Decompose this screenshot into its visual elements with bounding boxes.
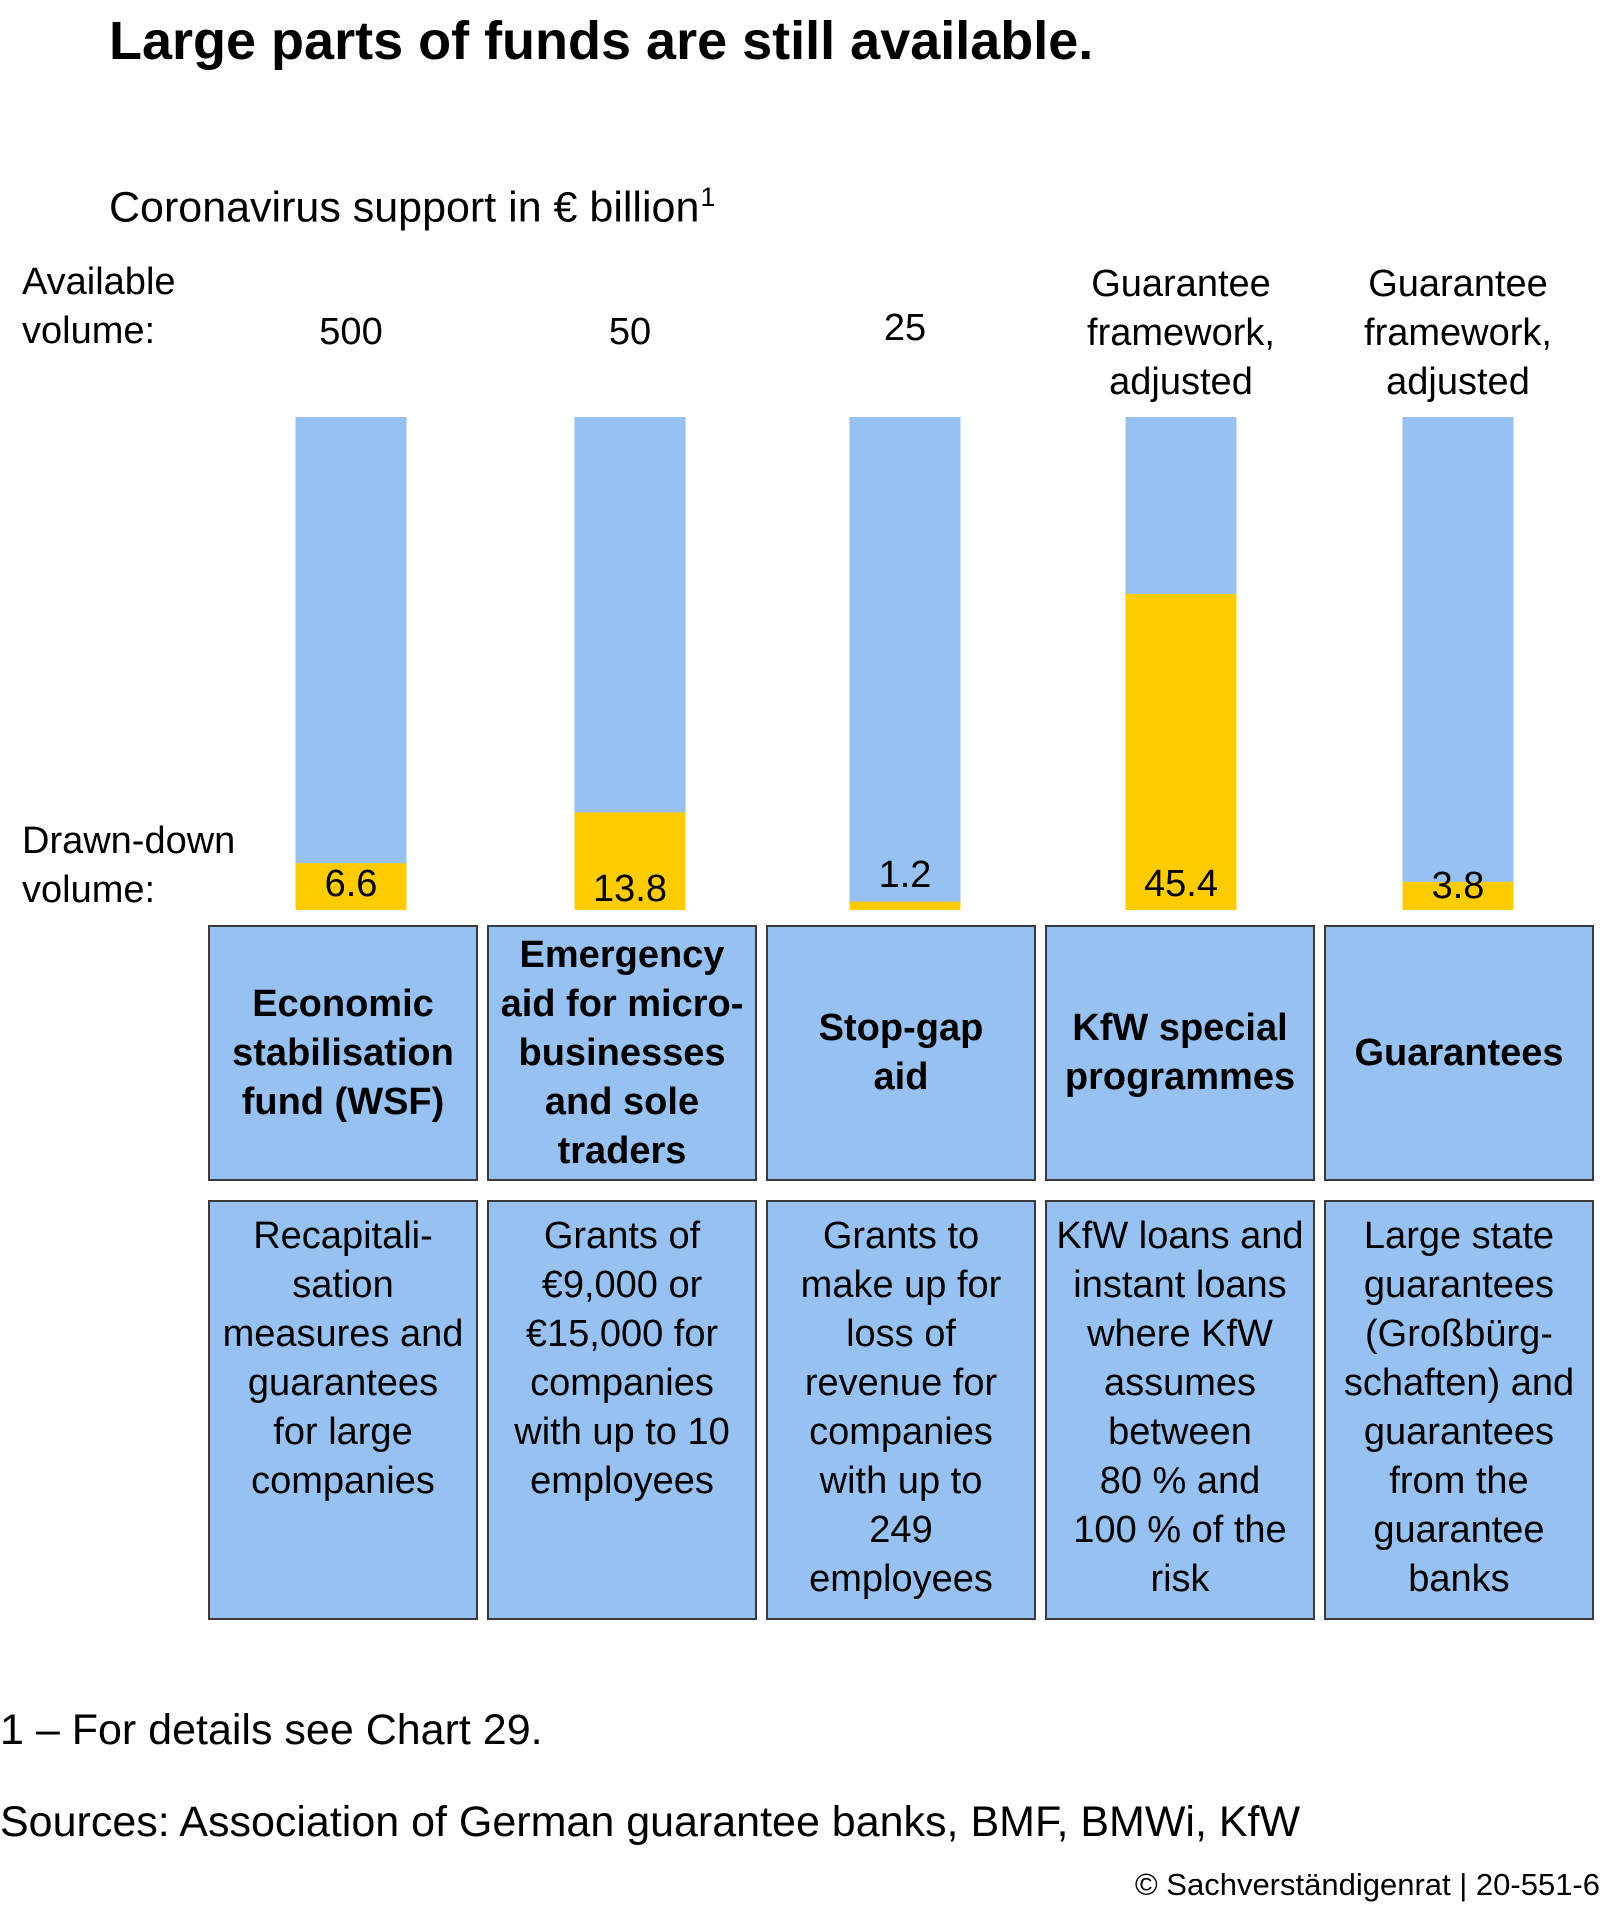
chart-subtitle: Coronavirus support in € billion1 (109, 182, 715, 232)
bar-available-economic-stabilisation-fund-wsf (295, 417, 407, 910)
bar-available-guarantees (1402, 417, 1514, 910)
drawn-label-economic-stabilisation-fund-wsf: 6.6 (325, 863, 378, 905)
chart-title: Large parts of funds are still available… (109, 11, 1094, 71)
bar-drawn-guarantees (1402, 881, 1514, 910)
drawn-label-kfw-special-programmes: 45.4 (1144, 863, 1218, 905)
copyright-note: © Sachverständigenrat | 20-551-6 (1134, 1867, 1600, 1902)
program-description-economic-stabilisation-fund-wsf: Recapitali- sation measures and guarante… (208, 1200, 478, 1620)
program-description-kfw-special-programmes: KfW loans and instant loans where KfW as… (1045, 1200, 1315, 1620)
available-volume-label: Available volume: (22, 261, 176, 352)
bar-available-stop-gap-aid (849, 417, 961, 910)
program-description-stop-gap-aid: Grants to make up for loss of revenue fo… (766, 1200, 1036, 1620)
program-name-stop-gap-aid: Stop-gap aid (766, 925, 1036, 1181)
subtitle-text: Coronavirus support in € billion (109, 183, 700, 232)
drawn-label-emergency-aid-for-micro-businesses-and-sole-traders: 13.8 (593, 868, 667, 910)
bar-drawn-kfw-special-programmes (1125, 593, 1237, 910)
program-name-emergency-aid-for-micro-businesses-and-sole-traders: Emergency aid for micro- businesses and … (487, 925, 757, 1181)
footnote: 1 – For details see Chart 29. (0, 1706, 543, 1754)
bar-drawn-stop-gap-aid (849, 901, 961, 910)
program-description-guarantees: Large state guarantees (Großbürg- schaft… (1324, 1200, 1594, 1620)
program-description-emergency-aid-for-micro-businesses-and-sole-traders: Grants of €9,000 or €15,000 for companie… (487, 1200, 757, 1620)
sources-note: Sources: Association of German guarantee… (0, 1798, 1301, 1846)
available-label-kfw-special-programmes: Guarantee framework, adjusted (1087, 263, 1275, 403)
available-label-emergency-aid-for-micro-businesses-and-sole-traders: 50 (609, 311, 651, 353)
drawn-down-volume-label: Drawn-down volume: (22, 820, 236, 911)
available-label-economic-stabilisation-fund-wsf: 500 (319, 311, 382, 353)
drawn-label-guarantees: 3.8 (1432, 865, 1485, 907)
bar-drawn-emergency-aid-for-micro-businesses-and-sole-traders (574, 812, 686, 910)
bar-drawn-economic-stabilisation-fund-wsf (295, 863, 407, 910)
footnote-marker: 1 (700, 182, 716, 212)
drawn-label-stop-gap-aid: 1.2 (879, 854, 932, 896)
available-label-guarantees: Guarantee framework, adjusted (1364, 263, 1552, 403)
program-name-guarantees: Guarantees (1324, 925, 1594, 1181)
program-name-kfw-special-programmes: KfW special programmes (1045, 925, 1315, 1181)
program-name-economic-stabilisation-fund-wsf: Economic stabilisation fund (WSF) (208, 925, 478, 1181)
available-label-stop-gap-aid: 25 (884, 307, 926, 349)
